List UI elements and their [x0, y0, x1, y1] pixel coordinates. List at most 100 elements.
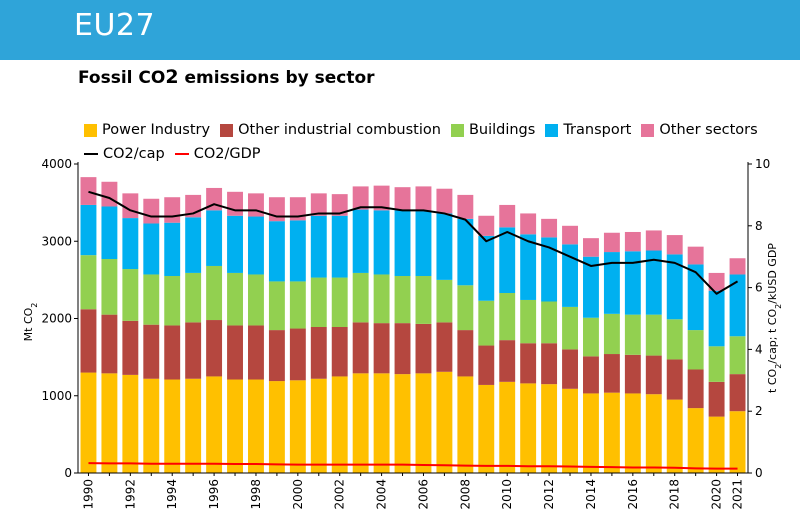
y2-label-c: /kUSD GDP: [766, 243, 779, 304]
bar-buildings-2008: [457, 285, 474, 331]
x-tick-label: 2018: [668, 479, 682, 510]
bar-transport-2005: [394, 210, 411, 277]
bar-transport-1995: [185, 217, 202, 273]
legend-label-transport: Transport: [563, 122, 632, 138]
bar-other-sectors-2019: [687, 246, 704, 265]
x-tick-label: 2014: [584, 479, 598, 510]
bar-buildings-2006: [415, 276, 432, 324]
x-tick-label: 2006: [416, 479, 430, 510]
y-axis-label-main: Mt CO: [22, 307, 35, 341]
legend-swatch-co2-cap: [84, 152, 98, 156]
legend-row-bars: Power Industry Other industrial combusti…: [84, 119, 784, 141]
legend-swatch-co2-gdp: [174, 152, 189, 156]
bar-buildings-2003: [352, 272, 369, 323]
bar-other-sectors-2008: [457, 194, 474, 219]
y2-label-a-sub: 2: [774, 364, 783, 369]
bar-other-industrial-combustion-2014: [583, 356, 599, 394]
bar-transport-2001: [310, 215, 327, 278]
bar-transport-2002: [331, 215, 348, 278]
bar-transport-1998: [248, 216, 264, 275]
legend-label-power: Power Industry: [102, 122, 211, 138]
bar-other-industrial-combustion-2002: [331, 327, 348, 377]
bar-transport-1999: [268, 221, 285, 282]
bar-transport-2018: [666, 254, 683, 320]
y-tick-label: 0: [64, 466, 72, 480]
x-tick-label: 1992: [123, 479, 137, 510]
x-tick-label: 1990: [81, 479, 95, 510]
bar-power-industry-1999: [268, 381, 285, 473]
bar-buildings-1999: [268, 281, 285, 331]
page-title: EU27: [74, 8, 156, 43]
bar-other-sectors-2001: [310, 193, 327, 216]
x-tick-label: 2004: [375, 479, 389, 510]
bar-buildings-1997: [227, 272, 243, 326]
bar-power-industry-1992: [122, 374, 139, 473]
bar-buildings-2009: [478, 300, 495, 346]
bar-other-industrial-combustion-2003: [352, 322, 369, 374]
bar-other-sectors-2003: [352, 186, 369, 210]
bar-power-industry-1991: [101, 373, 118, 473]
bar-other-industrial-combustion-2017: [645, 355, 662, 395]
bar-other-sectors-2010: [499, 204, 516, 228]
bar-other-sectors-1993: [143, 198, 160, 224]
bar-other-industrial-combustion-2001: [310, 327, 327, 379]
bar-other-sectors-2014: [583, 238, 599, 257]
bar-buildings-2013: [562, 306, 578, 350]
bar-transport-2012: [541, 237, 558, 302]
bar-transport-1993: [143, 223, 160, 275]
bar-other-industrial-combustion-1997: [227, 325, 243, 380]
bar-transport-2014: [583, 256, 599, 318]
bar-buildings-2017: [645, 314, 662, 356]
bar-buildings-2020: [708, 346, 725, 382]
y2-tick-label: 0: [755, 466, 763, 480]
bar-other-sectors-2000: [289, 197, 306, 221]
legend-item-other-sectors: Other sectors: [641, 122, 758, 138]
bar-transport-2008: [457, 218, 474, 286]
bar-power-industry-2017: [645, 394, 662, 473]
bar-buildings-2014: [583, 317, 599, 357]
bar-other-industrial-combustion-2020: [708, 381, 725, 417]
bar-transport-2019: [687, 264, 704, 331]
bar-power-industry-2011: [520, 383, 537, 473]
bar-buildings-1994: [164, 276, 181, 326]
bar-buildings-2004: [373, 274, 390, 324]
x-tick-label: 2016: [626, 479, 640, 510]
bar-transport-1991: [101, 206, 118, 260]
bar-other-sectors-1997: [227, 191, 243, 216]
bars-layer: [80, 177, 746, 473]
bar-other-industrial-combustion-2013: [562, 349, 578, 389]
x-tick-label: 2008: [458, 479, 472, 510]
bar-power-industry-2005: [394, 374, 411, 473]
y2-tick-label: 2: [755, 404, 763, 418]
bar-transport-1990: [80, 204, 97, 256]
bar-power-industry-2019: [687, 408, 704, 473]
bar-other-sectors-2013: [562, 225, 578, 245]
bar-transport-2003: [352, 209, 369, 273]
x-tick-label: 1994: [165, 479, 179, 510]
bar-buildings-2021: [729, 336, 746, 375]
bar-other-sectors-2007: [436, 188, 453, 214]
bar-power-industry-1994: [164, 379, 181, 473]
y-tick-label: 3000: [41, 234, 72, 248]
bar-power-industry-1996: [206, 376, 223, 473]
y2-label-a: t CO: [766, 368, 779, 392]
bar-other-sectors-2020: [708, 272, 725, 291]
x-tick-label: 2021: [731, 479, 745, 510]
y2-label-b: /cap; t CO: [766, 309, 779, 364]
bar-power-industry-2018: [666, 399, 683, 473]
bar-transport-1997: [227, 215, 243, 273]
bar-power-industry-2012: [541, 384, 558, 473]
bar-other-sectors-2017: [645, 230, 662, 251]
bar-buildings-2002: [331, 277, 348, 327]
bar-other-sectors-1992: [122, 193, 139, 219]
y2-label-b-sub: 2: [774, 304, 783, 309]
bar-power-industry-1997: [227, 379, 243, 473]
bar-other-industrial-combustion-2004: [373, 323, 390, 374]
bar-transport-2007: [436, 213, 453, 280]
bar-other-industrial-combustion-2019: [687, 369, 704, 409]
bar-other-industrial-combustion-2006: [415, 323, 432, 374]
bar-other-sectors-1994: [164, 197, 181, 223]
x-tick-label: 2010: [500, 479, 514, 510]
bar-power-industry-1995: [185, 378, 202, 473]
bar-transport-2011: [520, 234, 537, 300]
